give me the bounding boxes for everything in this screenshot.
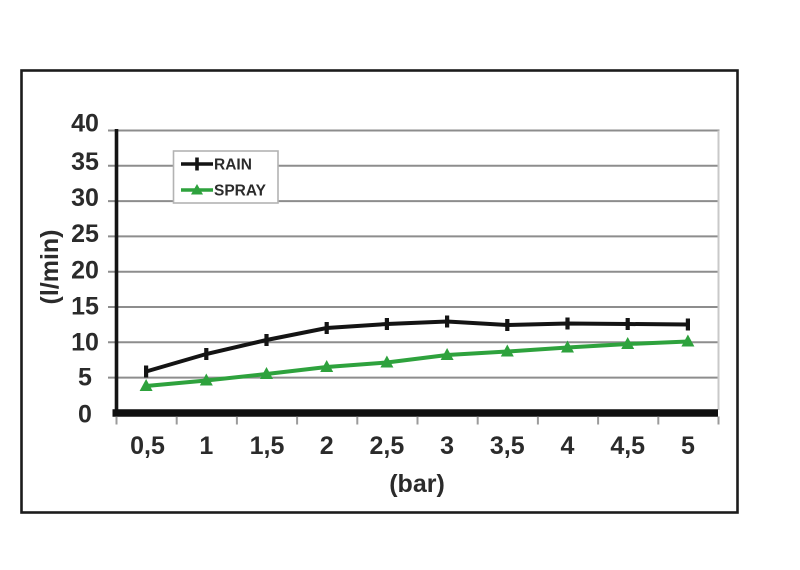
svg-text:35: 35: [71, 148, 99, 176]
svg-text:0: 0: [78, 401, 92, 429]
svg-text:4,5: 4,5: [610, 432, 645, 460]
svg-text:0,5: 0,5: [130, 432, 165, 460]
svg-text:10: 10: [71, 329, 99, 357]
svg-text:3,5: 3,5: [490, 432, 525, 460]
svg-text:(l/min): (l/min): [36, 230, 64, 305]
svg-text:1,5: 1,5: [250, 432, 285, 460]
svg-text:(bar): (bar): [389, 470, 445, 498]
svg-text:20: 20: [71, 257, 99, 285]
svg-text:2,5: 2,5: [370, 432, 405, 460]
svg-text:30: 30: [71, 184, 99, 212]
svg-text:4: 4: [561, 432, 575, 460]
svg-text:25: 25: [71, 220, 99, 248]
svg-text:40: 40: [71, 110, 99, 138]
svg-text:5: 5: [681, 432, 695, 460]
svg-text:SPRAY: SPRAY: [214, 183, 267, 200]
svg-text:RAIN: RAIN: [214, 157, 252, 174]
svg-text:15: 15: [71, 293, 99, 321]
svg-text:3: 3: [440, 432, 454, 460]
svg-text:1: 1: [199, 432, 213, 460]
svg-text:5: 5: [78, 364, 92, 392]
svg-text:2: 2: [320, 432, 334, 460]
